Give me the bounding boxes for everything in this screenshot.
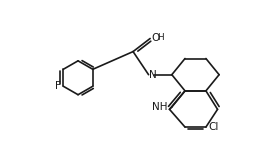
Text: NH: NH (152, 102, 168, 112)
Text: Cl: Cl (208, 122, 218, 132)
Text: F: F (55, 81, 61, 91)
Text: O: O (151, 33, 159, 43)
Text: H: H (157, 33, 164, 42)
Text: N: N (149, 70, 157, 80)
